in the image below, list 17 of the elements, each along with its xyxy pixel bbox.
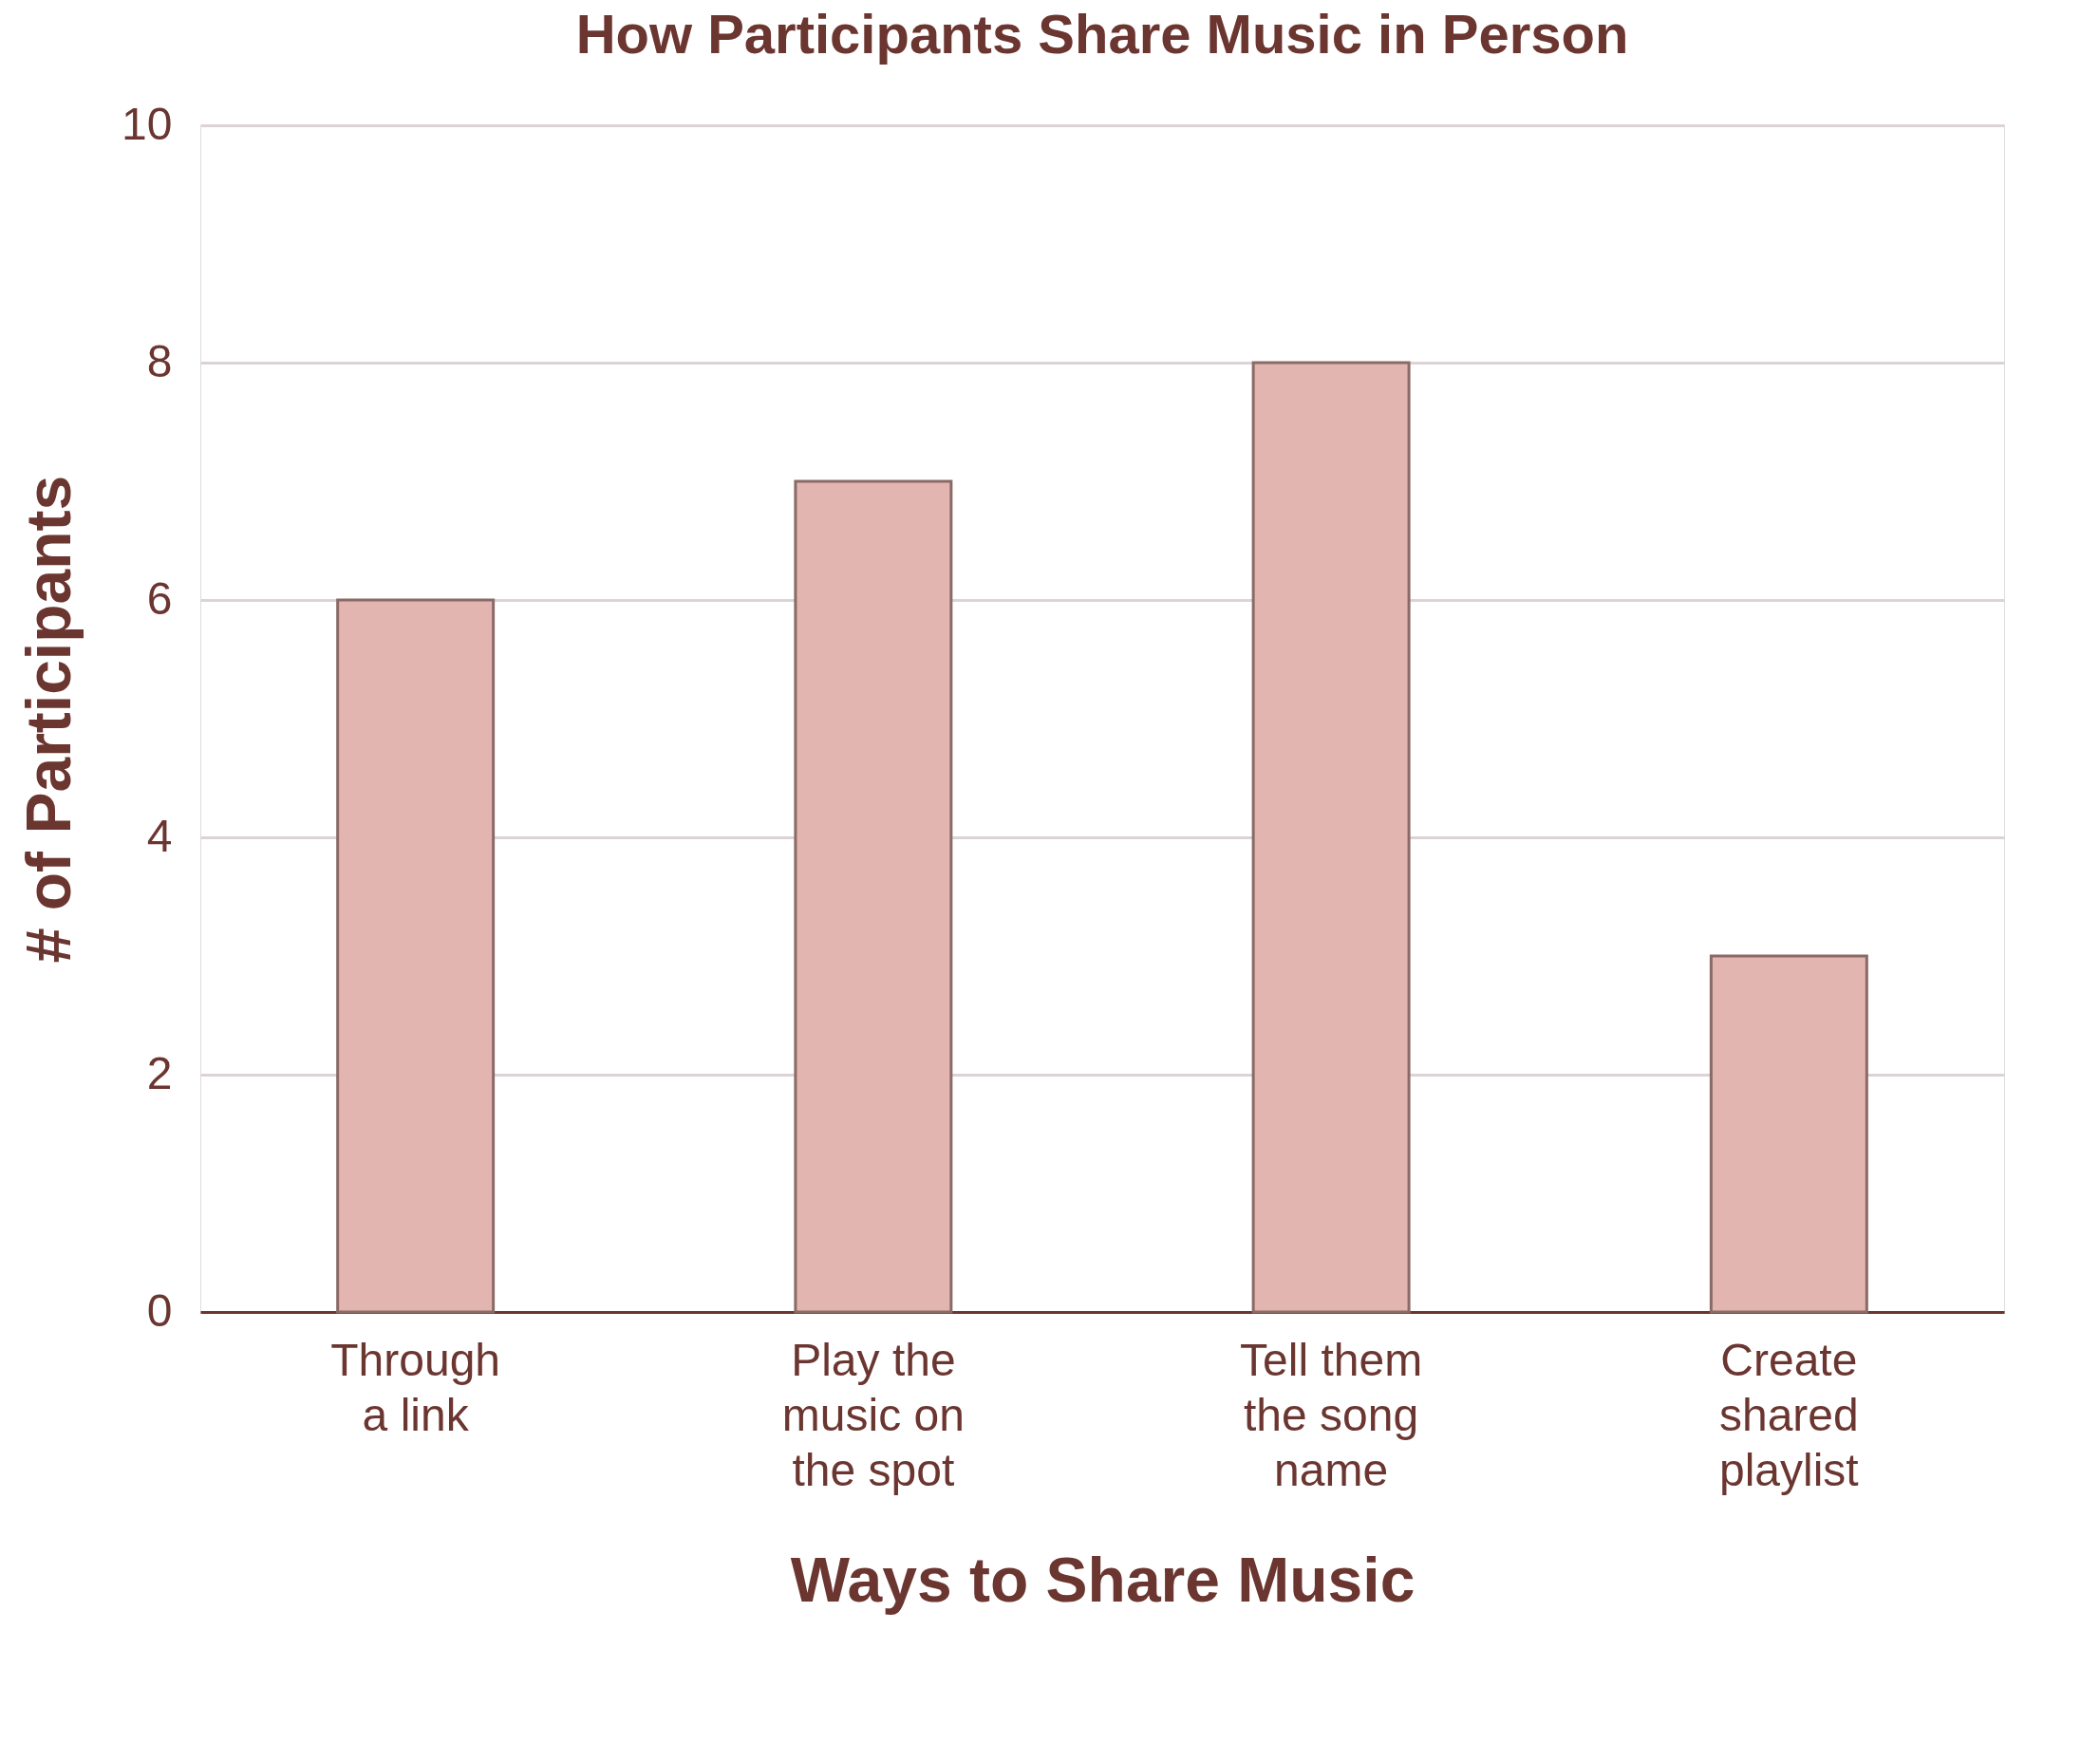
bar xyxy=(1709,954,1868,1314)
x-tick-label: Tell them the song name xyxy=(1240,1334,1423,1495)
y-axis-title: # of Participants xyxy=(13,475,84,964)
y-tick-label: 4 xyxy=(146,810,173,861)
x-tick-label: Create shared playlist xyxy=(1718,1334,1859,1495)
y-tick-label: 2 xyxy=(146,1047,173,1098)
y-tick-label: 0 xyxy=(146,1284,173,1336)
x-tick-label: Through a link xyxy=(330,1334,501,1440)
bar xyxy=(336,598,496,1314)
y-tick-label: 8 xyxy=(146,335,173,386)
y-tick-label: 10 xyxy=(122,98,173,149)
x-axis-title: Ways to Share Music xyxy=(790,1544,1416,1615)
bar xyxy=(1251,361,1411,1314)
y-tick-label: 6 xyxy=(146,572,173,624)
bar xyxy=(794,479,953,1314)
chart-title: How Participants Share Music in Person xyxy=(575,3,1629,65)
x-tick-label: Play the music on the spot xyxy=(781,1334,965,1495)
